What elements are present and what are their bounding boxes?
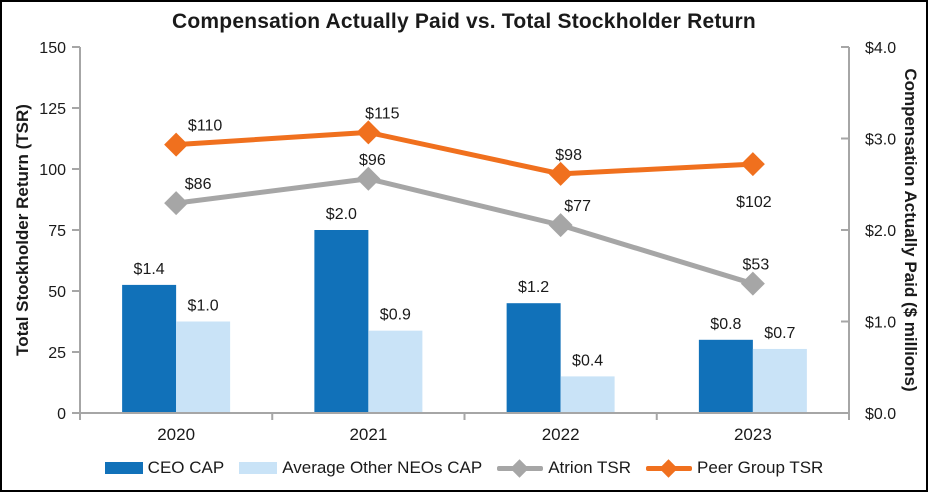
legend-item-ceo-cap: CEO CAP: [104, 458, 225, 478]
bar-label-average-other-neos-cap-2020: $1.0: [188, 298, 219, 315]
point-label-atrion-tsr-2023: $53: [743, 257, 770, 274]
marker-diamond-icon-peer-group-tsr-2022: [548, 161, 573, 186]
left-axis-tick-label-150: 150: [39, 40, 66, 57]
bar-label-average-other-neos-cap-2023: $0.7: [764, 325, 795, 342]
left-axis-tick-label-50: 50: [48, 284, 66, 301]
legend-swatch-ceo-cap-icon: [104, 462, 143, 474]
category-label-2022: 2022: [542, 425, 580, 444]
right-axis-tick-label-0-0: $0.0: [865, 406, 896, 423]
bar-label-ceo-cap-2020: $1.4: [134, 261, 165, 278]
point-label-peer-group-tsr-2021: $115: [365, 105, 400, 122]
legend-item-average-other-neos-cap: Average Other NEOs CAP: [239, 458, 482, 478]
point-label-atrion-tsr-2020: $86: [185, 176, 212, 193]
point-label-peer-group-tsr-2022: $98: [555, 147, 582, 164]
bar-label-ceo-cap-2021: $2.0: [326, 206, 357, 223]
line-peer-group-tsr: [175, 129, 754, 177]
marker-diamond-icon-atrion-tsr-2021: [356, 166, 381, 191]
bar-ceo-cap-2023: [698, 339, 753, 413]
category-label-2023: 2023: [734, 425, 772, 444]
bar-average-other-neos-cap-2022: [560, 376, 615, 413]
bar-average-other-neos-cap-2020: [176, 321, 231, 413]
left-axis-tick-label-100: 100: [39, 162, 66, 179]
bar-ceo-cap-2022: [506, 303, 561, 413]
left-axis-tick-label-0: 0: [57, 406, 66, 423]
legend-label-ceo-cap: CEO CAP: [147, 458, 225, 477]
marker-diamond-icon-atrion-tsr-2022: [548, 213, 573, 238]
marker-diamond-icon-peer-group-tsr-2023: [740, 152, 765, 177]
bar-label-average-other-neos-cap-2022: $0.4: [572, 352, 603, 369]
right-axis-tick-label-2-0: $2.0: [865, 223, 896, 240]
marker-diamond-icon-atrion-tsr-2020: [164, 191, 189, 216]
point-label-atrion-tsr-2021: $96: [359, 152, 386, 169]
legend-swatch-average-other-neos-cap-icon: [239, 462, 278, 474]
legend-label-atrion-tsr: Atrion TSR: [548, 458, 632, 477]
bar-average-other-neos-cap-2021: [368, 330, 423, 413]
marker-diamond-icon-atrion-tsr-2023: [740, 271, 765, 296]
legend-diamond-icon: [510, 458, 529, 478]
chart-title: Compensation Actually Paid vs. Total Sto…: [172, 10, 756, 33]
bar-label-ceo-cap-2023: $0.8: [710, 316, 741, 333]
legend-swatch-atrion-tsr-icon: [497, 458, 544, 478]
bar-label-ceo-cap-2022: $1.2: [518, 279, 549, 296]
bar-ceo-cap-2020: [122, 284, 177, 413]
legend: CEO CAP Average Other NEOs CAP Atrion TS…: [2, 458, 926, 478]
line-atrion-tsr: [175, 176, 754, 287]
right-axis-tick-label-4-0: $4.0: [865, 40, 896, 57]
point-label-atrion-tsr-2022: $77: [564, 198, 591, 215]
left-axis-tick-label-125: 125: [39, 101, 66, 118]
left-axis-tick-label-25: 25: [48, 345, 66, 362]
bar-label-average-other-neos-cap-2021: $0.9: [380, 307, 411, 324]
left-axis-tick-label-75: 75: [48, 223, 66, 240]
marker-diamond-icon-peer-group-tsr-2020: [164, 132, 189, 157]
category-label-2021: 2021: [349, 425, 387, 444]
point-label-peer-group-tsr-2020: $110: [188, 118, 223, 135]
legend-item-peer-group-tsr: Peer Group TSR: [646, 458, 823, 478]
marker-diamond-icon-peer-group-tsr-2021: [356, 120, 381, 145]
legend-label-average-other-neos-cap: Average Other NEOs CAP: [282, 458, 483, 477]
bar-ceo-cap-2021: [314, 230, 369, 413]
legend-label-peer-group-tsr: Peer Group TSR: [697, 458, 824, 477]
legend-diamond-icon: [659, 458, 678, 478]
legend-swatch-peer-group-tsr-icon: [646, 458, 693, 478]
right-axis-tick-label-1-0: $1.0: [865, 315, 896, 332]
category-label-2020: 2020: [157, 425, 195, 444]
point-label-peer-group-tsr-2023: $102: [736, 194, 772, 211]
bar-average-other-neos-cap-2023: [752, 348, 807, 413]
right-axis-tick-label-3-0: $3.0: [865, 132, 896, 149]
legend-item-atrion-tsr: Atrion TSR: [497, 458, 631, 478]
